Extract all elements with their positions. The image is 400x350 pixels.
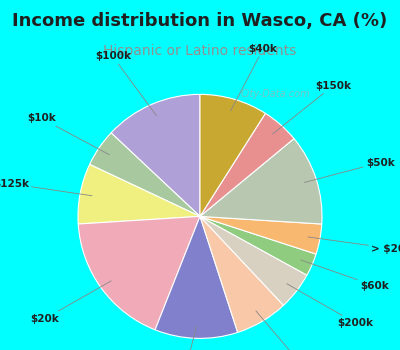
Wedge shape <box>155 216 238 338</box>
Wedge shape <box>200 113 294 216</box>
Text: $40k: $40k <box>231 44 278 111</box>
Text: $50k: $50k <box>304 158 394 182</box>
Text: Income distribution in Wasco, CA (%): Income distribution in Wasco, CA (%) <box>12 12 388 30</box>
Wedge shape <box>90 133 200 216</box>
Text: Hispanic or Latino residents: Hispanic or Latino residents <box>103 43 297 57</box>
Wedge shape <box>200 216 307 305</box>
Text: $20k: $20k <box>30 281 111 324</box>
Wedge shape <box>200 216 316 275</box>
Text: $125k: $125k <box>0 179 92 196</box>
Text: $10k: $10k <box>27 113 109 155</box>
Text: > $200k: > $200k <box>308 237 400 254</box>
Text: $150k: $150k <box>273 80 351 134</box>
Text: $200k: $200k <box>287 284 374 328</box>
Wedge shape <box>200 216 322 254</box>
Text: $75k: $75k <box>166 326 196 350</box>
Wedge shape <box>78 216 200 330</box>
Text: $60k: $60k <box>301 260 389 290</box>
Wedge shape <box>111 94 200 216</box>
Wedge shape <box>78 164 200 224</box>
Text: $30k: $30k <box>256 311 318 350</box>
Wedge shape <box>200 94 265 216</box>
Wedge shape <box>200 216 284 332</box>
Wedge shape <box>200 139 322 224</box>
Text: City-Data.com: City-Data.com <box>241 89 310 99</box>
Text: $100k: $100k <box>95 51 156 116</box>
